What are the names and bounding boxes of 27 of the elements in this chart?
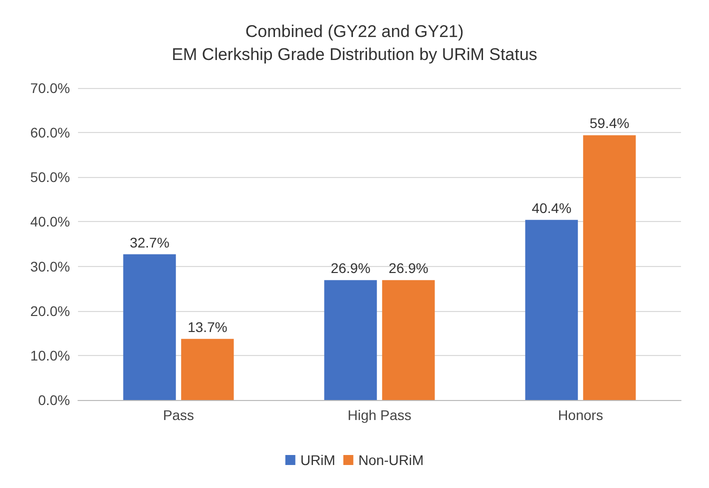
bar — [123, 254, 176, 400]
bar — [382, 280, 435, 400]
x-tick-label: Honors — [558, 407, 604, 423]
bar — [324, 280, 377, 400]
y-tick-label: 10.0% — [30, 347, 70, 364]
legend-label: Non-URiM — [358, 452, 424, 468]
y-tick-label: 0.0% — [38, 392, 70, 408]
data-label: 13.7% — [188, 318, 228, 335]
bar — [181, 338, 234, 400]
y-tick-label: 20.0% — [30, 302, 70, 319]
chart-title: Combined (GY22 and GY21) — [245, 22, 464, 41]
x-tick-label: Pass — [162, 407, 194, 423]
data-label: 40.4% — [532, 200, 572, 216]
y-tick-label: 40.0% — [30, 214, 70, 230]
y-tick-label: 60.0% — [30, 124, 70, 141]
x-tick-label: High Pass — [348, 407, 412, 423]
y-tick-label: 30.0% — [30, 258, 70, 274]
bar — [525, 220, 578, 400]
y-tick-label: 70.0% — [30, 80, 70, 96]
y-tick-label: 50.0% — [30, 169, 70, 186]
bar — [583, 135, 636, 400]
chart-subtitle: EM Clerkship Grade Distribution by URiM Status — [172, 45, 538, 64]
data-label: 59.4% — [590, 115, 630, 132]
legend-label: URiM — [300, 452, 336, 468]
data-label: 32.7% — [130, 234, 170, 250]
data-label: 26.9% — [388, 260, 428, 276]
data-label: 26.9% — [330, 260, 370, 276]
